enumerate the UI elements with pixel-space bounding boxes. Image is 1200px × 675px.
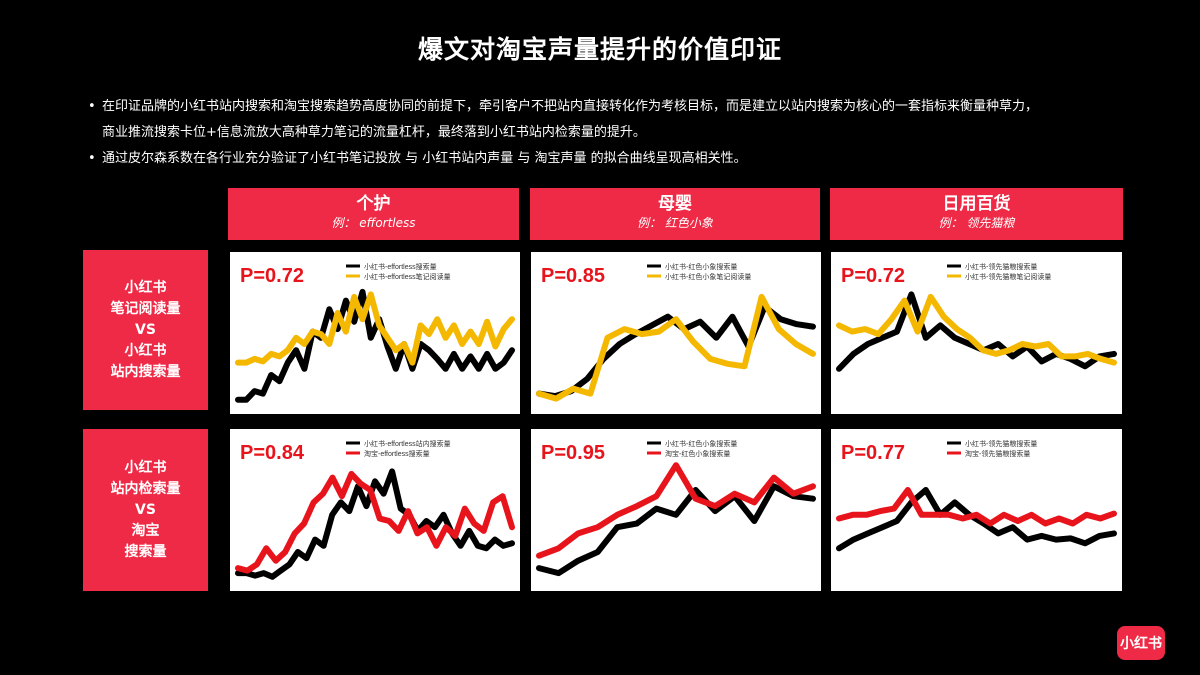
chart-panel-6: 小红书-领先猫粮搜索量 淘宝-领先猫粮搜索量 P=0.77: [831, 429, 1122, 591]
row-label-line: 小红书: [124, 342, 167, 359]
column-header-personal-care: 个护 例： effortless: [228, 188, 519, 240]
p-value-label: P=0.84: [240, 442, 305, 464]
chart-panel-2: 小红书-红色小象搜索量 小红书-红色小象笔记阅读量 P=0.85: [531, 252, 821, 414]
legend-label: 小红书-领先猫粮笔记阅读量: [965, 272, 1051, 281]
series-line-red: [235, 470, 515, 574]
column-example: 例： 领先猫粮: [938, 216, 1015, 230]
xiaohongshu-logo: 小红书: [1117, 626, 1165, 660]
legend-label: 小红书-红色小象搜索量: [665, 262, 737, 271]
bullet-item: 在印证品牌的小红书站内搜索和淘宝搜索趋势高度协同的前提下，牵引客户不把站内直接转…: [88, 94, 1048, 146]
p-value-label: P=0.72: [841, 265, 905, 287]
row-label-line: VS: [135, 321, 156, 338]
column-example: 例： 红色小象: [637, 216, 713, 230]
series-line-black: [536, 483, 816, 577]
series-line-red: [836, 487, 1117, 527]
legend-label: 小红书-红色小象笔记阅读量: [665, 272, 751, 281]
series-line-yellow: [836, 293, 1117, 366]
column-title: 个护: [356, 194, 391, 214]
legend-label: 淘宝-领先猫粮搜索量: [965, 449, 1030, 458]
legend-label: 淘宝-红色小象搜索量: [665, 449, 730, 458]
column-header-daily-goods: 日用百货 例： 领先猫粮: [830, 188, 1123, 240]
chart-panel-5: 小红书-红色小象搜索量 淘宝-红色小象搜索量 P=0.95: [531, 429, 821, 591]
bullet-list: 在印证品牌的小红书站内搜索和淘宝搜索趋势高度协同的前提下，牵引客户不把站内直接转…: [88, 94, 1048, 172]
series-line-red: [536, 462, 816, 559]
p-value-label: P=0.72: [240, 265, 304, 287]
row-label-line: 搜索量: [124, 543, 167, 560]
legend-label: 小红书-effortless搜索量: [364, 262, 437, 271]
column-header-maternal-baby: 母婴 例： 红色小象: [530, 188, 820, 240]
series-line-black: [836, 487, 1117, 552]
row-label-line: 小红书: [124, 459, 167, 476]
row-label-line: 小红书: [124, 279, 167, 296]
bullet-item: 通过皮尔森系数在各行业充分验证了小红书笔记投放 与 小红书站内声量 与 淘宝声量…: [88, 146, 1048, 172]
column-example: 例： effortless: [331, 216, 416, 230]
row-label-line: 淘宝: [131, 522, 160, 539]
row-label-line: 站内搜索量: [110, 363, 181, 380]
legend-label: 小红书-领先猫粮搜索量: [965, 262, 1037, 271]
row-label-line: 笔记阅读量: [110, 300, 181, 317]
row-label-line: 站内检索量: [110, 480, 181, 497]
chart-panel-4: 小红书-effortless站内搜索量 淘宝-effortless搜索量 P=0.8…: [230, 429, 520, 591]
legend-label: 小红书-领先猫粮搜索量: [965, 439, 1037, 448]
chart-panel-3: 小红书-领先猫粮搜索量 小红书-领先猫粮笔记阅读量 P=0.72: [831, 252, 1122, 414]
legend-label: 小红书-effortless站内搜索量: [364, 439, 451, 448]
legend-label: 小红书-effortless笔记阅读量: [364, 272, 451, 281]
legend-label: 淘宝-effortless搜索量: [364, 449, 430, 458]
legend-label: 小红书-红色小象搜索量: [665, 439, 737, 448]
row-header-search-vs-taobao: 小红书 站内检索量 VS 淘宝 搜索量: [83, 429, 208, 591]
page-title: 爆文对淘宝声量提升的价值印证: [417, 35, 782, 64]
series-line-black: [235, 468, 515, 580]
series-line-yellow: [235, 291, 515, 366]
series-line-black: [235, 288, 515, 403]
series-line-yellow: [536, 293, 816, 402]
row-header-notes-vs-search: 小红书 笔记阅读量 VS 小红书 站内搜索量: [83, 250, 208, 410]
chart-panel-1: 小红书-effortless搜索量 小红书-effortless笔记阅读量 P=0.…: [230, 252, 520, 414]
p-value-label: P=0.95: [541, 442, 605, 464]
p-value-label: P=0.85: [541, 265, 605, 287]
p-value-label: P=0.77: [841, 442, 905, 464]
row-label-line: VS: [135, 501, 156, 518]
column-title: 日用百货: [942, 194, 1011, 214]
column-title: 母婴: [658, 194, 692, 214]
